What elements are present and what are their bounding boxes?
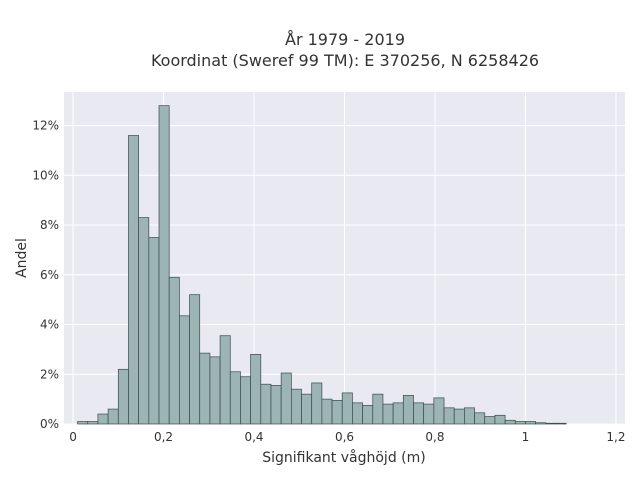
histogram-bar [433, 397, 445, 425]
x-tick-label: 0,6 [335, 430, 354, 444]
x-tick-label: 0 [69, 430, 77, 444]
x-axis-label: Signifikant våghöjd (m) [262, 449, 425, 466]
histogram-bar [535, 422, 547, 425]
histogram-bar [87, 421, 99, 425]
histogram-bar [372, 393, 384, 425]
y-axis-label: Andel [14, 238, 30, 278]
histogram-bar [301, 393, 313, 425]
histogram-bar [402, 395, 414, 425]
y-tick-label: 8% [40, 218, 59, 232]
histogram-bar [229, 371, 241, 425]
histogram-bar [464, 407, 475, 425]
histogram-bar [453, 408, 465, 425]
y-tick-label: 10% [32, 168, 59, 182]
histogram-bar [392, 402, 404, 425]
y-tick-label: 6% [40, 268, 59, 282]
histogram-bar [107, 408, 119, 425]
x-tick-label: 1 [522, 430, 530, 444]
histogram-bar [504, 419, 516, 425]
y-tick-label: 2% [40, 367, 59, 381]
histogram-bar [525, 421, 536, 425]
histogram-bar [362, 404, 374, 425]
histogram-bar [290, 388, 302, 425]
x-tick-label: 0,2 [154, 430, 173, 444]
histogram-bar [97, 413, 109, 425]
x-tick-label: 1,2 [606, 430, 625, 444]
histogram-bar [179, 315, 190, 425]
histogram-bar [168, 276, 180, 425]
histogram-bar [260, 383, 272, 425]
histogram-bar [321, 398, 333, 425]
histogram-bar [189, 294, 201, 425]
histogram-bar [423, 403, 435, 425]
chart-subtitle: Koordinat (Sweref 99 TM): E 370256, N 62… [151, 51, 539, 70]
histogram-bar [311, 382, 323, 425]
histogram-bar [382, 403, 394, 425]
histogram-bar [250, 354, 262, 425]
histogram-bar [341, 392, 353, 425]
histogram-bar [494, 414, 506, 425]
histogram-bar [219, 335, 231, 425]
chart-title: År 1979 - 2019 [285, 30, 405, 49]
histogram-bar [138, 217, 150, 425]
histogram-bar [270, 385, 282, 425]
histogram-bar [555, 422, 567, 425]
x-tick-label: 0,8 [425, 430, 444, 444]
histogram-bar [148, 237, 160, 425]
tick-labels: 0% 2% 4% 6% 8% 10% 12% 0 0,2 0,4 0,6 0,8 1 1,2 [32, 119, 625, 444]
histogram-bar [352, 402, 363, 425]
histogram-bar [117, 368, 129, 425]
histogram-bar [545, 422, 557, 425]
histogram-bar [199, 352, 211, 425]
histogram-bar [128, 135, 139, 425]
histogram-bar [209, 356, 221, 425]
histogram-bar [77, 421, 89, 425]
histogram-bar [413, 402, 425, 425]
bars [77, 105, 567, 425]
histogram-bar [240, 376, 251, 425]
histogram-bar [443, 407, 455, 425]
histogram-bar [484, 416, 496, 425]
histogram-bar [474, 412, 486, 425]
y-tick-label: 12% [32, 119, 59, 133]
x-tick-label: 0,4 [244, 430, 263, 444]
y-tick-label: 0% [40, 417, 59, 431]
histogram-bar [158, 105, 170, 425]
y-tick-label: 4% [40, 318, 59, 332]
histogram-bar [514, 421, 526, 425]
histogram-bar [331, 400, 343, 425]
histogram-bar [280, 372, 292, 425]
